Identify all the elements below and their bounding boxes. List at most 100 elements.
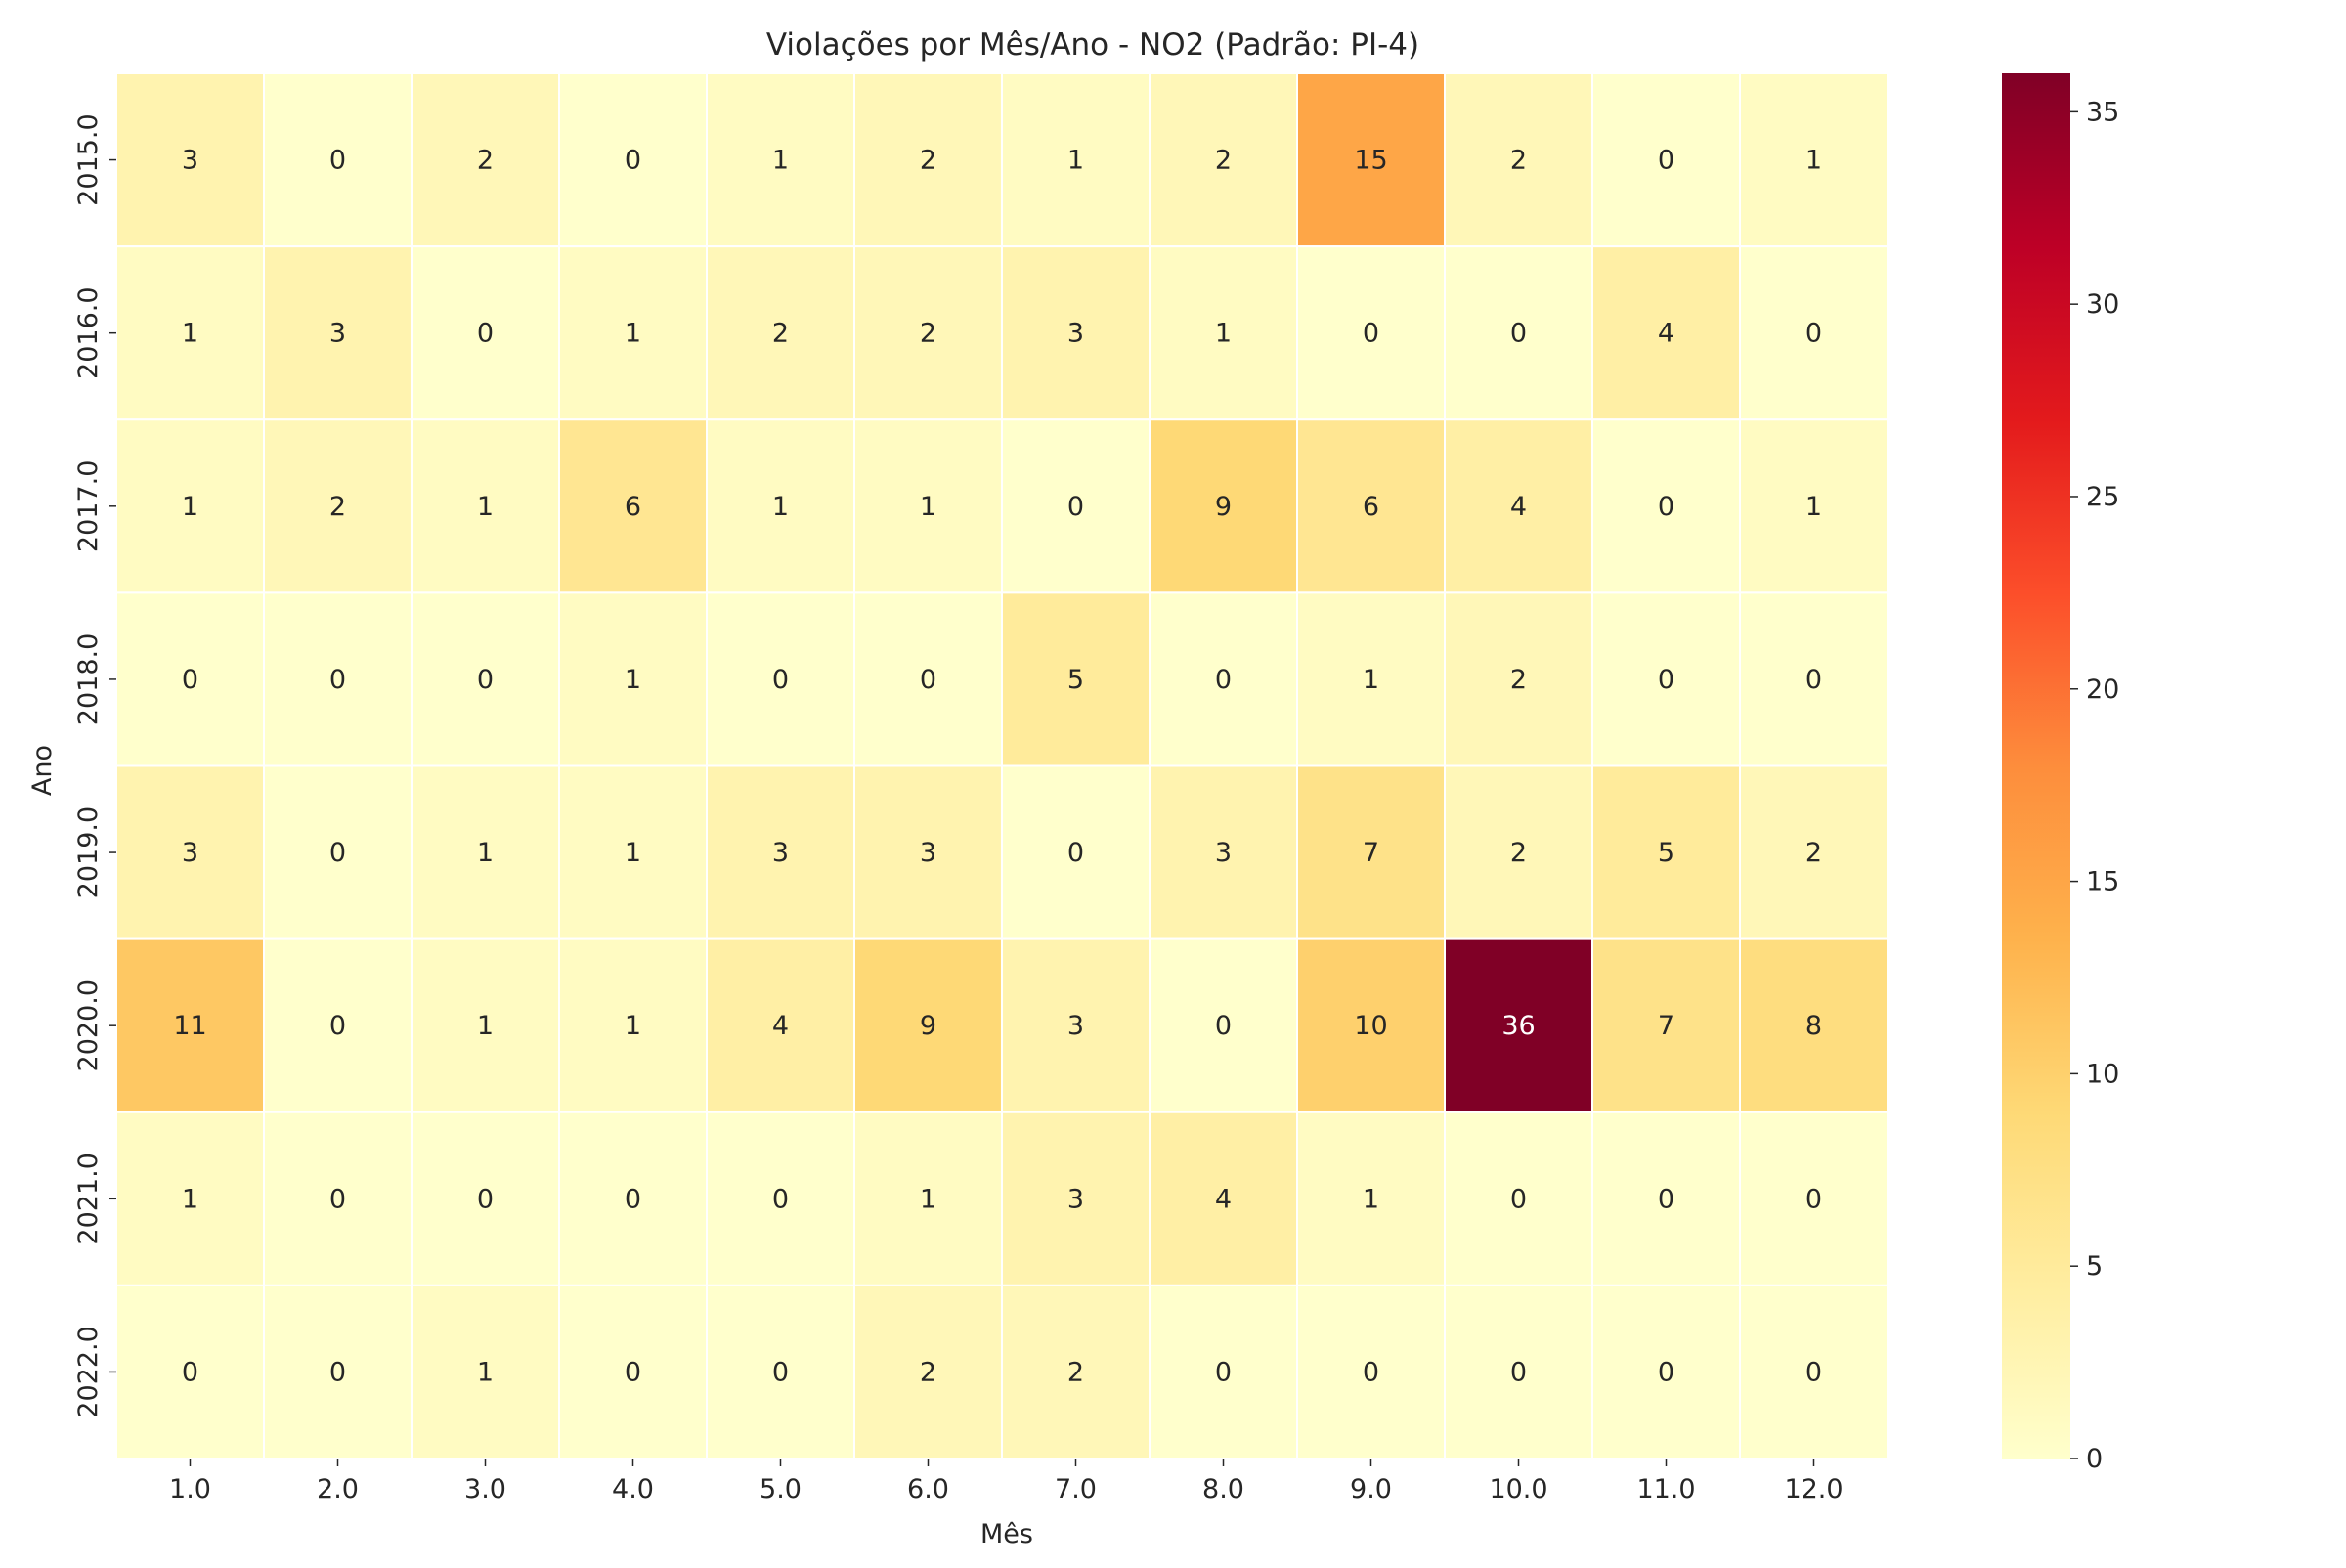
cell-value-label: 5 bbox=[1658, 838, 1674, 868]
heatmap-cell bbox=[558, 1284, 708, 1459]
cell-value-label: 3 bbox=[1067, 1184, 1084, 1214]
heatmap-cell bbox=[1296, 937, 1446, 1113]
heatmap-cell bbox=[115, 1284, 265, 1459]
heatmap-cell bbox=[263, 245, 413, 421]
heatmap-cell bbox=[558, 245, 708, 421]
heatmap-cell bbox=[1444, 591, 1593, 767]
heatmap-cell bbox=[1591, 245, 1741, 421]
heatmap-cell bbox=[706, 418, 855, 594]
heatmap-cell bbox=[263, 591, 413, 767]
cell-value-label: 2 bbox=[920, 319, 936, 349]
cell-value-label: 0 bbox=[1805, 319, 1822, 349]
heatmap-cell bbox=[1149, 1284, 1298, 1459]
cell-value-label: 1 bbox=[477, 1011, 494, 1041]
heatmap-cell bbox=[411, 72, 560, 248]
heatmap-cell bbox=[263, 72, 413, 248]
cell-value-label: 0 bbox=[625, 1184, 641, 1214]
y-tick-label: 2017.0 bbox=[73, 460, 104, 552]
cell-value-label: 3 bbox=[1067, 319, 1084, 349]
cell-value-label: 2 bbox=[1805, 838, 1822, 868]
cell-value-label: 1 bbox=[625, 665, 641, 695]
x-tick-label: 12.0 bbox=[1784, 1474, 1843, 1504]
heatmap-cell bbox=[1591, 591, 1741, 767]
heatmap-cell bbox=[411, 418, 560, 594]
cell-value-label: 2 bbox=[1510, 838, 1527, 868]
x-tick-label: 4.0 bbox=[612, 1474, 654, 1504]
x-tick-label: 10.0 bbox=[1489, 1474, 1547, 1504]
heatmap-cell bbox=[853, 591, 1003, 767]
cell-value-label: 0 bbox=[625, 146, 641, 176]
colorbar: 0 5 10 15 20 25 30 35 bbox=[2002, 73, 2119, 1474]
y-tick-label: 2022.0 bbox=[73, 1326, 104, 1417]
heatmap-cell bbox=[1001, 245, 1151, 421]
cell-value-label: 2 bbox=[920, 1357, 936, 1387]
cell-value-label: 1 bbox=[182, 1184, 198, 1214]
x-tick-label: 6.0 bbox=[907, 1474, 949, 1504]
heatmap-cell bbox=[706, 245, 855, 421]
colorbar-tick-label: 25 bbox=[2086, 482, 2119, 512]
cell-value-label: 6 bbox=[625, 492, 641, 522]
cell-value-label: 0 bbox=[1067, 492, 1084, 522]
cell-value-label: 0 bbox=[1067, 838, 1084, 868]
heatmap-cell bbox=[1739, 418, 1889, 594]
cell-value-label: 1 bbox=[625, 319, 641, 349]
x-tick-label: 9.0 bbox=[1350, 1474, 1392, 1504]
y-axis-label: Ano bbox=[27, 745, 58, 796]
colorbar-tick-label: 0 bbox=[2086, 1444, 2103, 1474]
cell-value-label: 7 bbox=[1363, 838, 1379, 868]
cell-value-label: 1 bbox=[920, 492, 936, 522]
x-tick-label: 1.0 bbox=[169, 1474, 211, 1504]
cell-value-label: 0 bbox=[772, 1357, 789, 1387]
cell-value-label: 3 bbox=[1067, 1011, 1084, 1041]
heatmap-cell bbox=[706, 1111, 855, 1286]
colorbar-tick-label: 15 bbox=[2086, 867, 2119, 897]
heatmap-cell bbox=[1739, 245, 1889, 421]
y-tick-label: 2018.0 bbox=[73, 633, 104, 725]
heatmap-cell bbox=[853, 764, 1003, 940]
cell-value-label: 2 bbox=[920, 146, 936, 176]
cell-value-label: 36 bbox=[1501, 1011, 1535, 1041]
cell-value-label: 0 bbox=[1805, 665, 1822, 695]
heatmap-cell bbox=[263, 1111, 413, 1286]
heatmap-cell bbox=[1001, 764, 1151, 940]
heatmap-cell bbox=[1739, 937, 1889, 1113]
cell-value-label: 3 bbox=[920, 838, 936, 868]
heatmap-cell bbox=[1444, 72, 1593, 248]
heatmap-cell bbox=[706, 764, 855, 940]
cell-value-label: 0 bbox=[1363, 1357, 1379, 1387]
cell-value-label: 0 bbox=[1658, 1184, 1674, 1214]
heatmap-cell bbox=[1591, 1284, 1741, 1459]
cell-value-label: 2 bbox=[1067, 1357, 1084, 1387]
heatmap-cell bbox=[411, 591, 560, 767]
colorbar-tick-label: 20 bbox=[2086, 675, 2119, 705]
cell-value-label: 2 bbox=[1510, 665, 1527, 695]
colorbar-tick-label: 30 bbox=[2086, 289, 2119, 320]
cell-value-label: 1 bbox=[625, 1011, 641, 1041]
x-tick-label: 8.0 bbox=[1202, 1474, 1244, 1504]
heatmap-cell bbox=[115, 245, 265, 421]
y-tick-label: 2016.0 bbox=[73, 286, 104, 378]
heatmap-cell bbox=[263, 764, 413, 940]
heatmap-cell bbox=[1444, 245, 1593, 421]
heatmap-cell bbox=[1149, 764, 1298, 940]
heatmap-cell bbox=[115, 937, 265, 1113]
cell-value-label: 4 bbox=[1658, 319, 1674, 349]
x-tick-label: 5.0 bbox=[760, 1474, 802, 1504]
heatmap-cell bbox=[853, 245, 1003, 421]
cell-value-label: 0 bbox=[772, 1184, 789, 1214]
cell-value-label: 1 bbox=[1215, 319, 1232, 349]
cell-value-label: 7 bbox=[1658, 1011, 1674, 1041]
heatmap-cell bbox=[1296, 245, 1446, 421]
x-axis-label: Mês bbox=[980, 1519, 1033, 1549]
cell-value-label: 3 bbox=[772, 838, 789, 868]
cell-value-label: 0 bbox=[329, 146, 346, 176]
heatmap-cell bbox=[558, 591, 708, 767]
heatmap-cell bbox=[115, 1111, 265, 1286]
cell-value-label: 0 bbox=[1805, 1357, 1822, 1387]
colorbar-tick-label: 35 bbox=[2086, 97, 2119, 127]
cell-value-label: 0 bbox=[182, 1357, 198, 1387]
chart-title: Violações por Mês/Ano - NO2 (Padrão: PI-… bbox=[766, 27, 1419, 63]
heatmap-cell bbox=[115, 418, 265, 594]
cell-value-label: 4 bbox=[1510, 492, 1527, 522]
